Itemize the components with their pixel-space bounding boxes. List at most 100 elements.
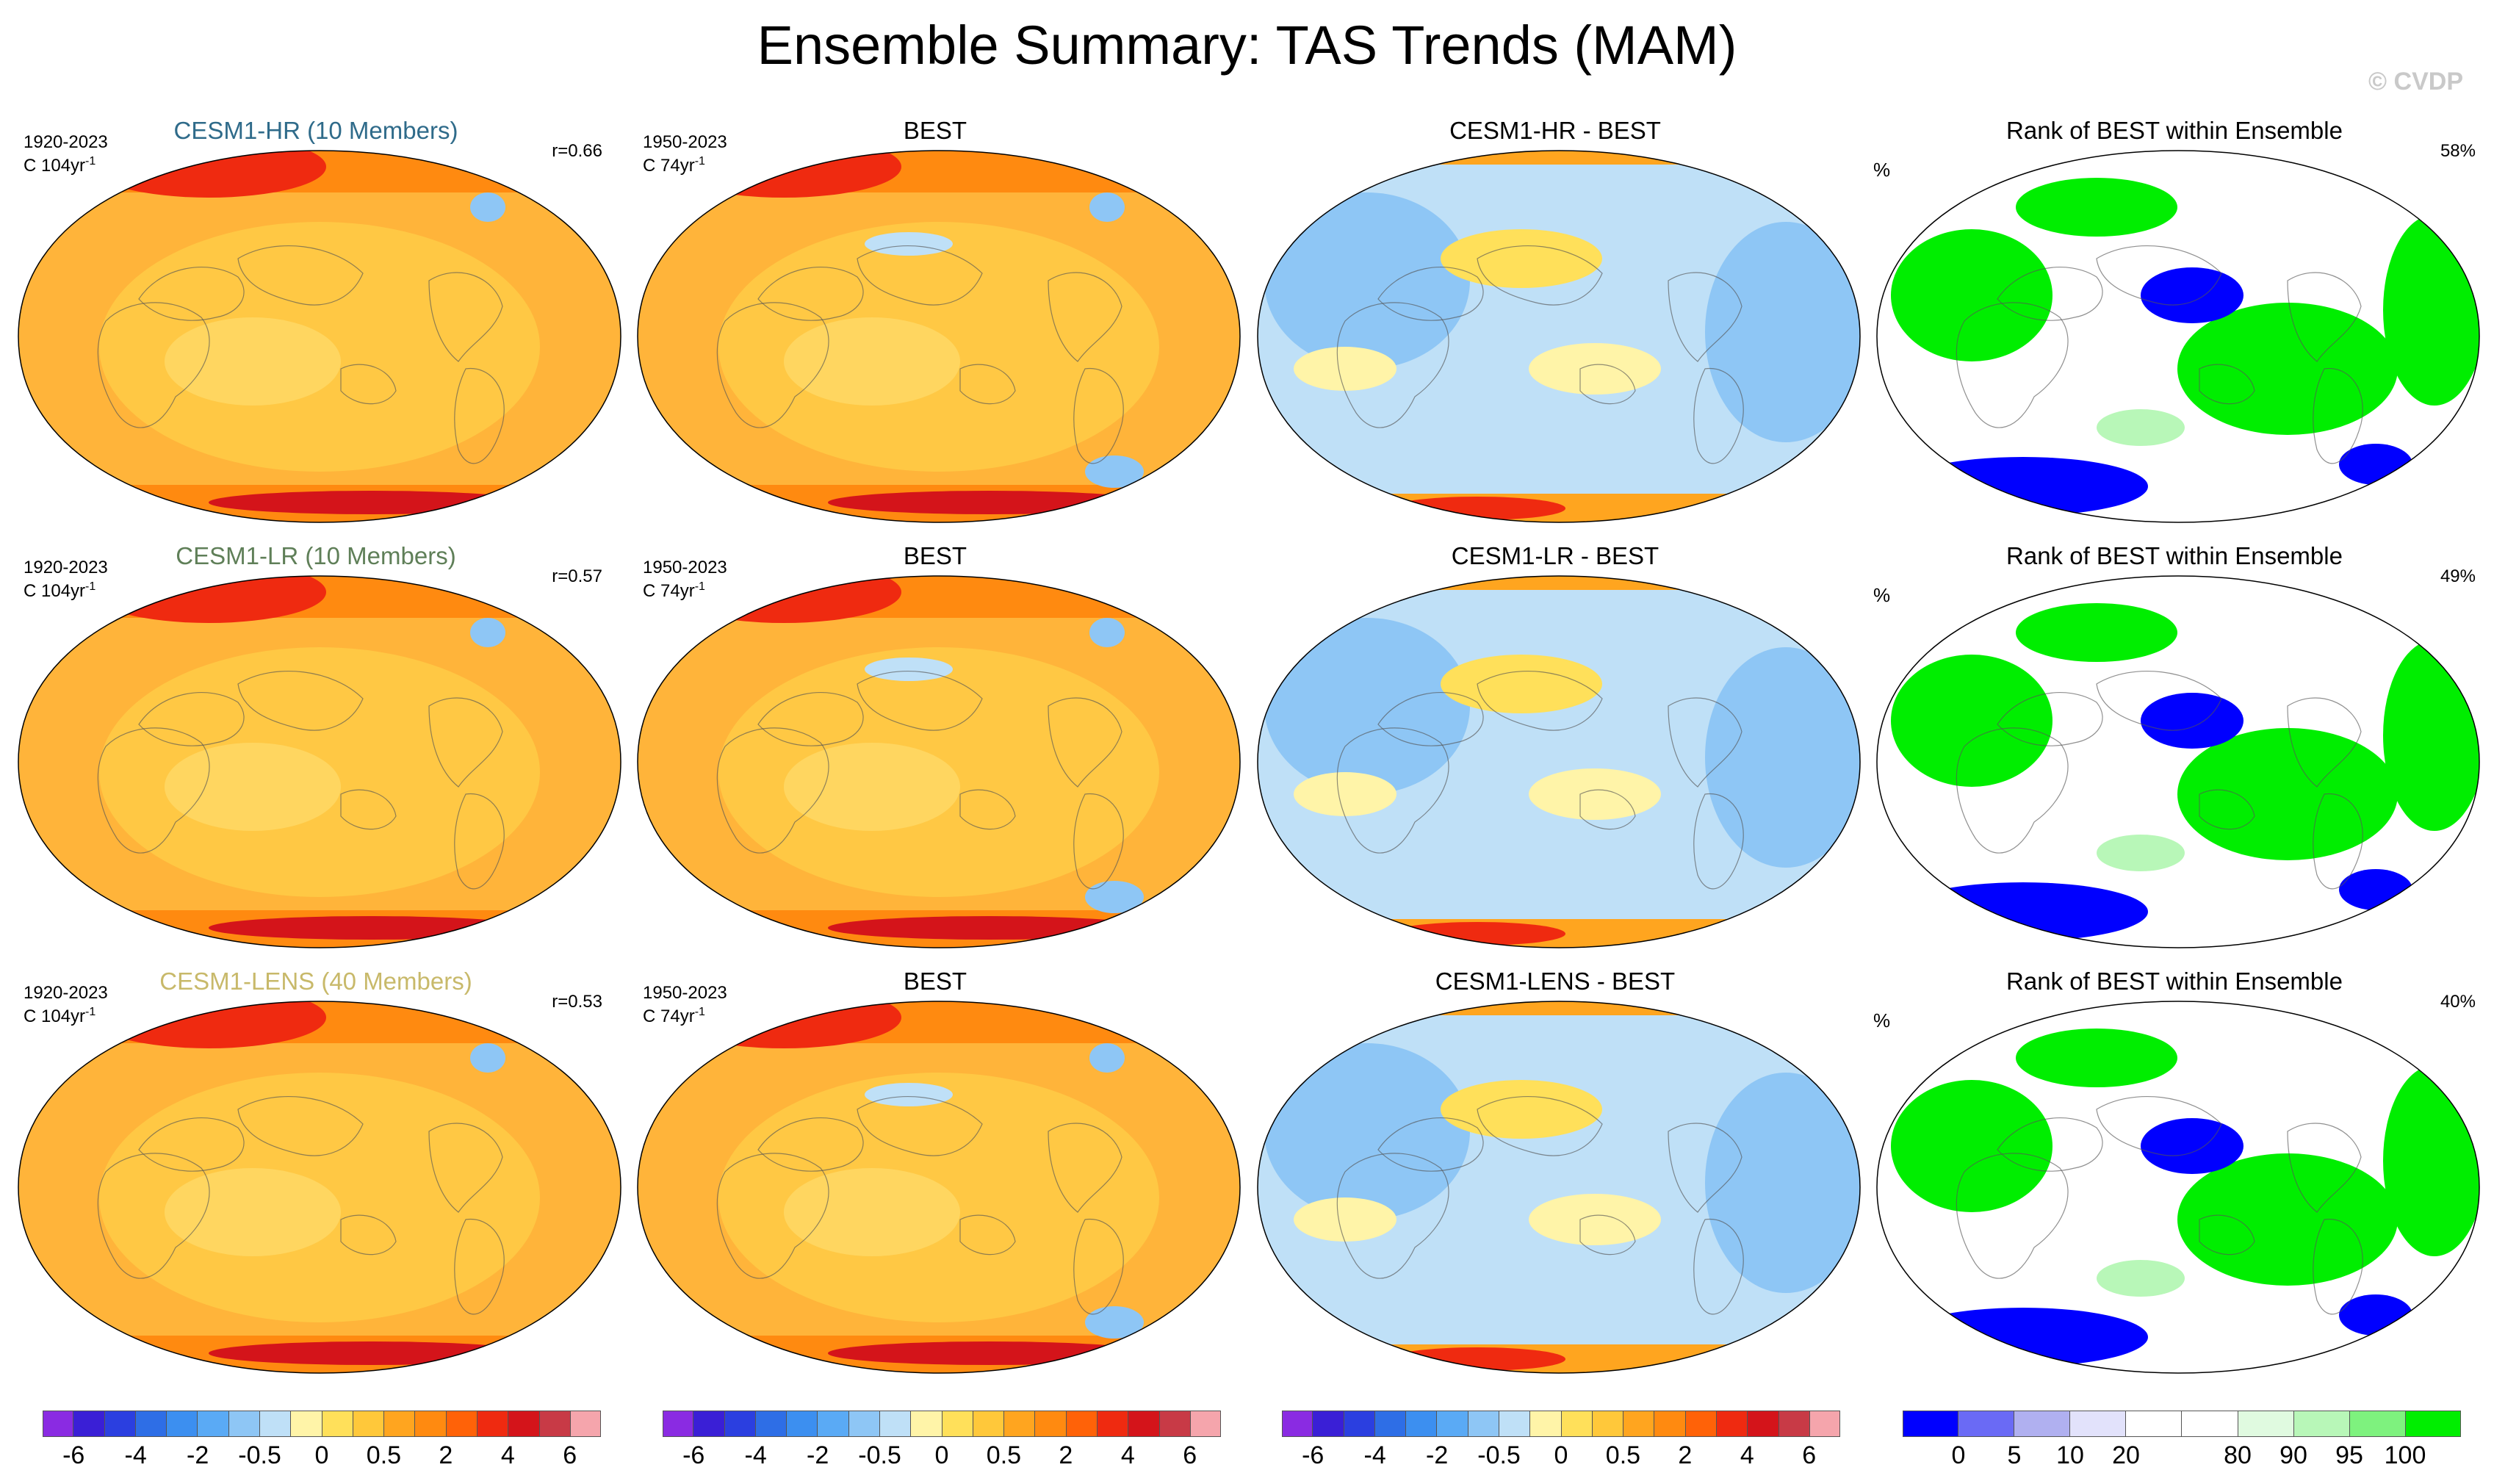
colorbar-tick-label: 4: [500, 1441, 515, 1469]
coastline: [1336, 302, 1449, 428]
coastline: [138, 267, 245, 321]
field-negative-region: [1705, 1073, 1860, 1293]
world-map: [1257, 150, 1861, 523]
colorbar-tick-label: 2: [1678, 1441, 1693, 1469]
colorbar-swatch: [1778, 1411, 1809, 1437]
colorbar-swatch: [2069, 1411, 2126, 1437]
coastline: [428, 697, 503, 788]
colorbar-tick-label: 0: [1554, 1441, 1568, 1469]
colorbar-swatch: [1065, 1411, 1097, 1437]
colorbar-swatch: [134, 1411, 167, 1437]
field-high-rank: [2016, 603, 2177, 662]
colorbar-tick-label: 10: [2056, 1441, 2084, 1469]
coastline: [1377, 692, 1484, 746]
coastline: [97, 727, 210, 854]
map-boundary: [18, 1001, 621, 1374]
colorbar-swatch: [1034, 1411, 1066, 1437]
colorbar-tick-label: 0.5: [986, 1441, 1022, 1469]
field-cooling-spot: [1089, 192, 1125, 222]
coastline: [716, 1153, 829, 1279]
colorbar-swatch: [43, 1411, 73, 1437]
coastline: [1477, 1096, 1603, 1156]
colorbar-swatch: [1623, 1411, 1654, 1437]
trend-colorbar: -6 -4 -2 -0.5 0 0.5 2 4 6: [1282, 1411, 1841, 1477]
colorbar-tick-label: 2: [1059, 1441, 1073, 1469]
colorbar-swatch: [1654, 1411, 1685, 1437]
field-positive-region: [1529, 768, 1661, 820]
colorbar-swatch: [508, 1411, 539, 1437]
panel-title: BEST: [903, 968, 967, 995]
colorbar-swatch: [817, 1411, 848, 1437]
coastline: [959, 789, 1016, 830]
map-boundary: [1257, 575, 1861, 948]
colorbar-swatch: [1747, 1411, 1778, 1437]
field-high-rank: [2177, 728, 2398, 860]
world-map: [637, 150, 1241, 523]
units-label: C 104yr-1: [24, 155, 96, 176]
coastline: [340, 1214, 397, 1256]
pattern-correlation: r=0.66: [552, 141, 602, 161]
coastline: [1997, 1117, 2103, 1172]
colorbar-tick-label: 100: [2384, 1441, 2426, 1469]
coastline: [1579, 789, 1636, 830]
colorbar-swatch: [1096, 1411, 1128, 1437]
coastline: [1048, 697, 1122, 788]
colorbar-swatch: [1591, 1411, 1623, 1437]
copyright-watermark: © CVDP: [2368, 68, 2463, 96]
colorbar-swatch: [104, 1411, 135, 1437]
colorbar-frame: [1903, 1411, 2461, 1437]
units-label: C 104yr-1: [24, 1006, 96, 1026]
map-boundary: [1876, 150, 2480, 523]
colorbar-tick-label: -6: [62, 1441, 85, 1469]
colorbar-tick-label: 0.5: [366, 1441, 402, 1469]
pattern-correlation: r=0.57: [552, 566, 602, 586]
colorbar-frame: [1282, 1411, 1840, 1437]
colorbar-swatch: [1715, 1411, 1748, 1437]
colorbar-swatch: [2237, 1411, 2293, 1437]
field-positive-region: [1441, 1080, 1602, 1139]
coastline: [237, 671, 364, 731]
coastline: [2313, 793, 2363, 890]
period-label: 1920-2023: [24, 983, 108, 1003]
coastline: [1997, 267, 2103, 321]
colorbar-swatch: [2349, 1411, 2405, 1437]
coastline: [757, 1117, 864, 1172]
field-cooling-spot: [865, 1083, 953, 1106]
colorbar-swatch: [1498, 1411, 1530, 1437]
field-cooling-spot: [865, 232, 953, 256]
field-antarctic-hotspot: [209, 1341, 532, 1365]
coastline: [2287, 697, 2362, 788]
field-negative-region: [1264, 192, 1470, 369]
coastline: [1668, 272, 1742, 362]
field-negative-region: [1264, 1043, 1470, 1220]
period-label: 1950-2023: [643, 132, 727, 152]
colorbar-tick-label: 4: [1120, 1441, 1135, 1469]
colorbar-tick-label: 0: [314, 1441, 329, 1469]
field-negative-region: [1705, 647, 1860, 868]
field-antarctic-hotspot: [209, 916, 532, 940]
coastline: [1668, 1123, 1742, 1213]
coastline: [1668, 697, 1742, 788]
colorbar-swatch: [724, 1411, 755, 1437]
colorbar-swatch: [879, 1411, 911, 1437]
colorbar-swatch: [2404, 1411, 2461, 1437]
coastline: [716, 727, 829, 854]
field-high-rank: [1891, 229, 2052, 361]
colorbar-tick-label: 90: [2279, 1441, 2307, 1469]
colorbar-swatch: [2293, 1411, 2349, 1437]
colorbar-swatch: [848, 1411, 879, 1437]
field-positive-region: [1294, 772, 1396, 816]
coastline: [428, 1123, 503, 1213]
map-boundary: [18, 150, 621, 523]
coastline: [857, 245, 983, 306]
colorbar-tick-label: 95: [2335, 1441, 2363, 1469]
colorbar-swatch: [1343, 1411, 1374, 1437]
panel-title: Rank of BEST within Ensemble: [2006, 117, 2343, 144]
colorbar-swatch: [1189, 1411, 1222, 1437]
colorbar-tick-label: -0.5: [1477, 1441, 1521, 1469]
units-label: C 104yr-1: [24, 580, 96, 601]
field-low-rank: [1898, 457, 2148, 516]
colorbar-tick-label: 6: [1183, 1441, 1197, 1469]
map-panel-difference: CESM1-HR - BEST: [1247, 116, 1864, 527]
colorbar-swatch: [1374, 1411, 1406, 1437]
